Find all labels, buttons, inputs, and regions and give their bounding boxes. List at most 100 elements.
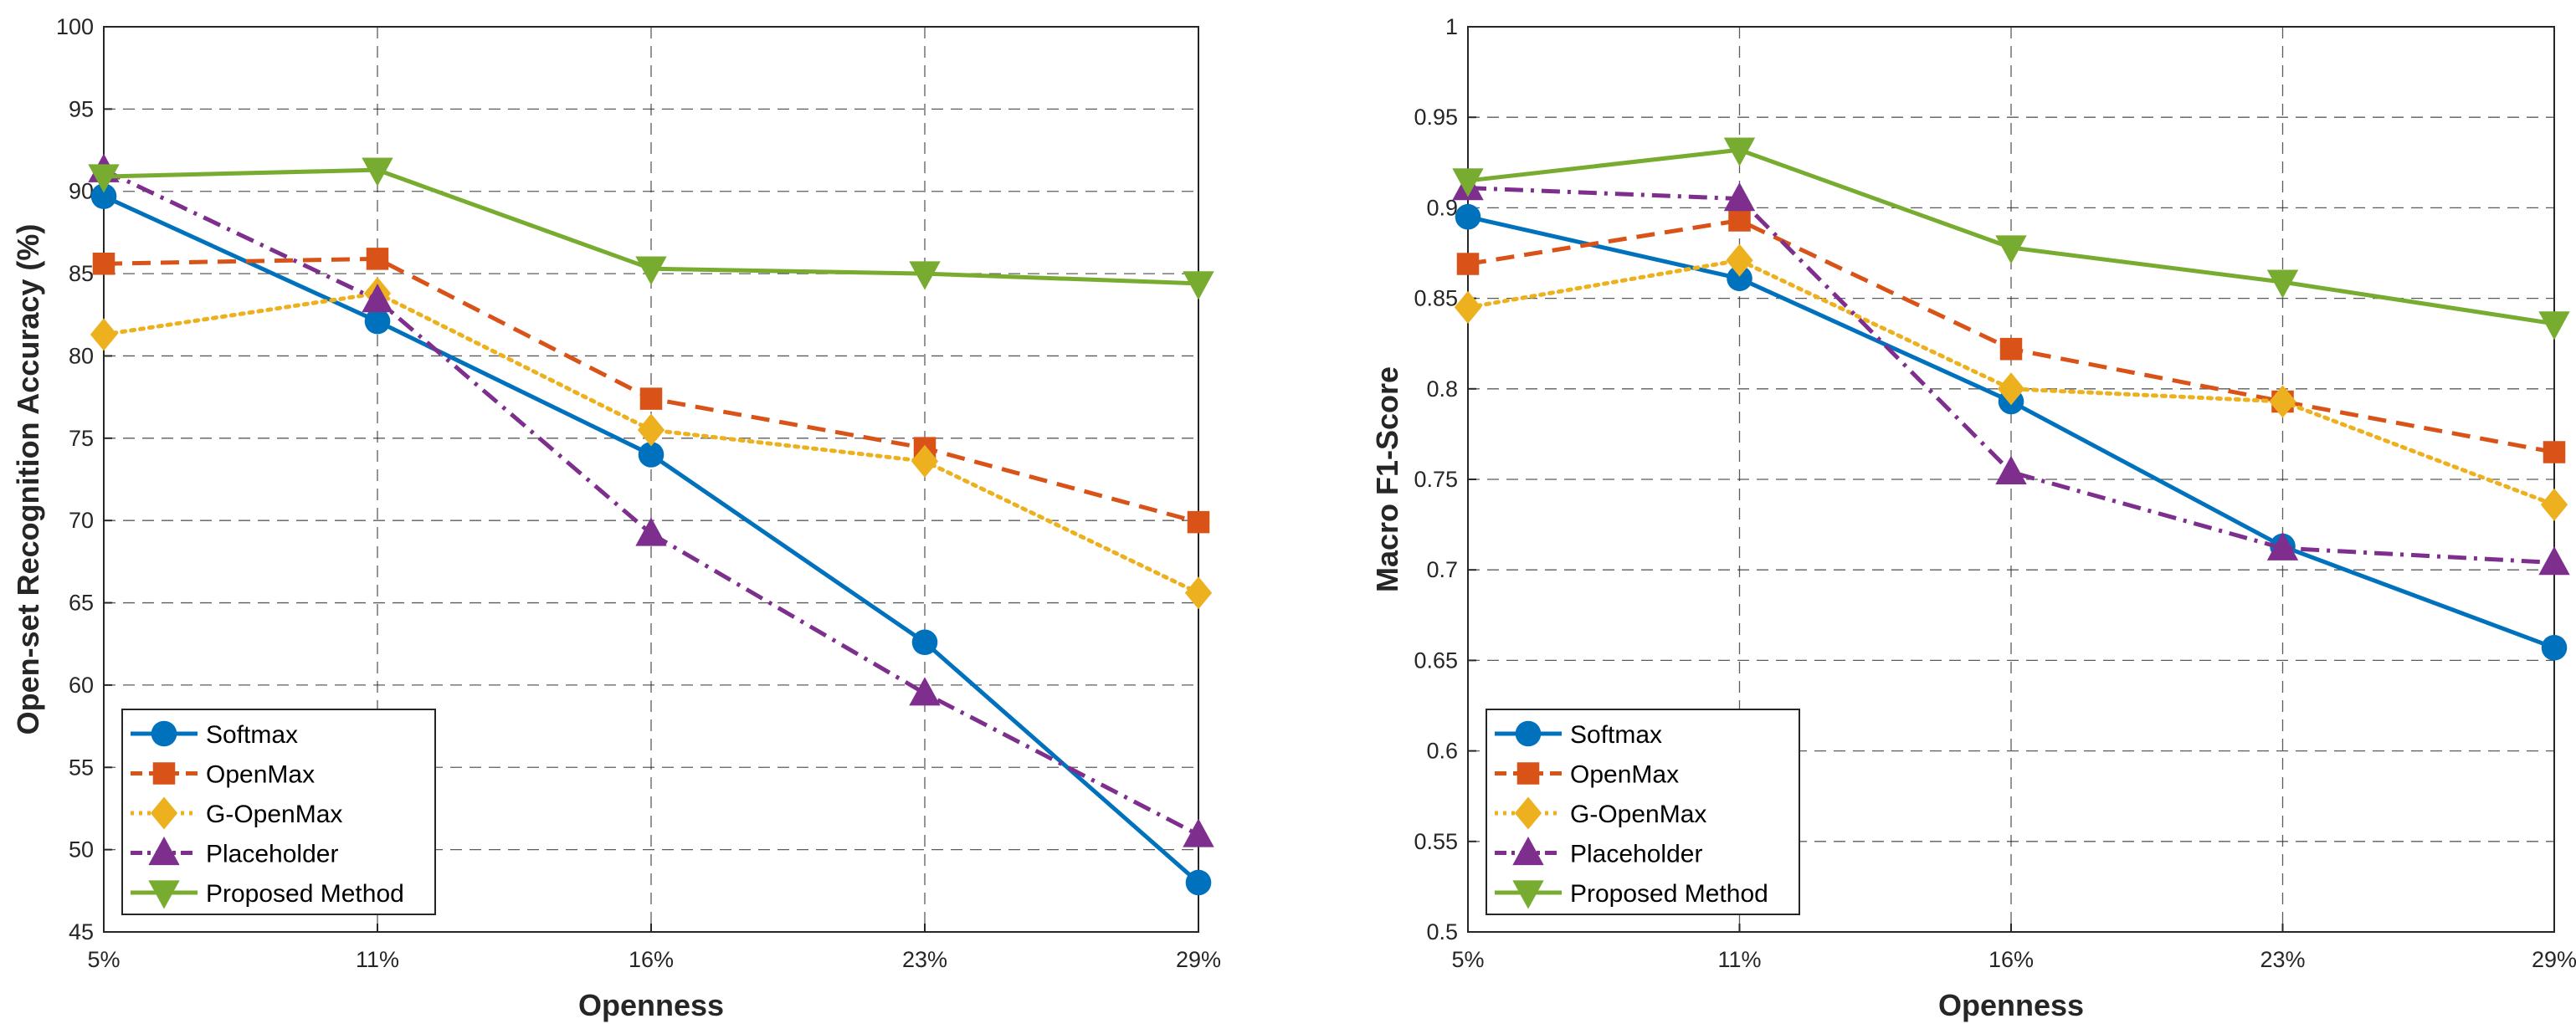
data-point (2538, 311, 2570, 340)
data-point (1184, 576, 1213, 610)
accuracy-chart: 45 50 55 60 65 70 75 80 85 90 95 100 5% 11% 16% 23% 29% O… (11, 14, 1221, 1022)
f1-score-chart: 0.5 0.55 0.6 0.65 0.7 0.75 0.8 0.85 0.9 0.95 1 5% 11… (1370, 14, 2576, 1022)
y-tick-label: 85 (69, 261, 94, 286)
legend-marker (1515, 720, 1542, 747)
y-tick-label: 0.75 (1414, 467, 1458, 492)
legend: Softmax OpenMax G-OpenMax Placeholder Propos… (121, 709, 436, 915)
y-tick-label: 0.8 (1426, 376, 1458, 402)
x-tick-label: 29% (1176, 947, 1221, 972)
y-tick-label: 0.6 (1426, 739, 1458, 764)
y-tick-label: 45 (69, 919, 94, 944)
x-axis-label: Openness (1938, 988, 2084, 1022)
data-point (1995, 455, 2027, 485)
y-tick-label: 1 (1445, 14, 1458, 39)
data-point (1452, 168, 1484, 197)
legend-marker (151, 720, 177, 747)
data-point (364, 308, 391, 335)
y-tick-label: 75 (69, 426, 94, 451)
data-point (1728, 209, 1751, 232)
data-point (1187, 510, 1210, 534)
axes-box (1467, 26, 2555, 933)
x-tick-label: 5% (87, 947, 120, 972)
y-tick-label: 100 (56, 14, 94, 39)
legend-marker (150, 796, 178, 830)
y-tick-label: 55 (69, 755, 94, 780)
data-point (911, 444, 939, 478)
data-point (2541, 634, 2568, 661)
legend-label: G-OpenMax (1570, 801, 1706, 828)
data-point (1726, 243, 1753, 277)
data-point (88, 164, 120, 193)
data-point (2543, 441, 2566, 463)
y-tick-label: 0.9 (1426, 195, 1458, 220)
y-tick-label: 95 (69, 96, 94, 121)
legend-label: Softmax (1570, 721, 1662, 749)
legend-label: Placeholder (206, 841, 338, 868)
data-point (1723, 182, 1756, 212)
legend-label: G-OpenMax (206, 801, 342, 828)
legend-marker (1512, 880, 1544, 909)
data-point (909, 677, 941, 706)
y-tick-label: 90 (69, 179, 94, 204)
legend-marker (148, 880, 180, 909)
y-tick-label: 0.55 (1414, 829, 1458, 854)
data-point (1183, 271, 1214, 300)
y-tick-label: 0.5 (1426, 919, 1458, 944)
y-tick-label: 80 (69, 343, 94, 368)
y-tick-label: 60 (69, 673, 94, 698)
data-point (2538, 545, 2570, 576)
data-point (92, 253, 115, 275)
data-point (2269, 385, 2296, 418)
x-tick-label: 23% (2260, 947, 2305, 972)
data-point (911, 629, 938, 656)
data-point (909, 261, 941, 290)
legend: Softmax OpenMax G-OpenMax Placeholder Propos… (1486, 709, 1800, 915)
data-point (1997, 372, 2025, 406)
legend-label: OpenMax (206, 761, 315, 789)
legend-marker (152, 762, 176, 785)
y-tick-label: 65 (69, 591, 94, 616)
x-tick-label: 5% (1451, 947, 1484, 972)
data-point (635, 517, 667, 546)
data-point (366, 248, 389, 270)
legend-marker (1516, 762, 1540, 785)
data-point (2540, 488, 2568, 521)
data-point (635, 256, 667, 285)
legend-label: Placeholder (1570, 841, 1702, 868)
x-axis-label: Openness (578, 988, 724, 1022)
legend-marker (148, 836, 180, 866)
data-point (362, 284, 393, 313)
x-tick-label: 16% (1988, 947, 2034, 972)
data-point (637, 413, 665, 447)
y-tick-label: 70 (69, 508, 94, 533)
y-tick-label: 0.85 (1414, 286, 1458, 311)
data-point (1183, 818, 1214, 847)
legend-marker (1512, 836, 1544, 866)
axes-box (103, 26, 1199, 933)
x-tick-label: 23% (902, 947, 947, 972)
legend-label: OpenMax (1570, 761, 1679, 789)
data-point (1727, 265, 1752, 292)
legend-marker (1514, 796, 1542, 830)
data-point (1456, 253, 1480, 275)
data-point (1723, 137, 1756, 166)
y-axis-label: Open-set Recognition Accuracy (%) (11, 224, 45, 735)
data-point (1999, 337, 2023, 361)
data-point (1455, 203, 1481, 230)
y-tick-label: 50 (69, 837, 94, 863)
y-axis-label: Macro F1-Score (1370, 366, 1404, 592)
data-point (638, 442, 665, 468)
legend-label: Proposed Method (1570, 880, 1768, 908)
data-point (90, 318, 118, 351)
data-point (1454, 290, 1482, 324)
data-point (2266, 531, 2299, 561)
legend-label: Proposed Method (206, 880, 404, 908)
data-point (1185, 869, 1212, 896)
data-point (1995, 235, 2027, 264)
x-tick-label: 16% (629, 947, 674, 972)
x-tick-label: 11% (1717, 947, 1761, 972)
x-tick-label: 29% (2532, 947, 2576, 972)
data-point (362, 157, 393, 187)
legend-label: Softmax (206, 721, 298, 749)
